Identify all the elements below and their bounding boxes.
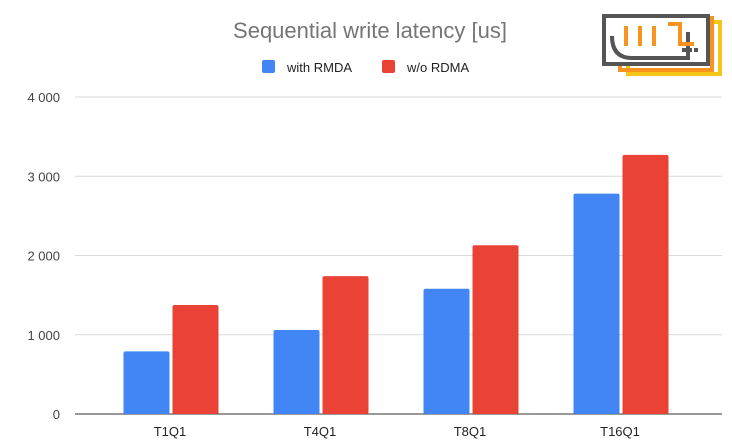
chart-title: Sequential write latency [us] — [233, 18, 507, 43]
y-tick-label: 3 000 — [27, 169, 60, 184]
x-tick-label: T1Q1 — [154, 424, 187, 439]
y-tick-label: 2 000 — [27, 249, 60, 264]
x-axis-labels: T1Q1 T4Q1 T8Q1 T16Q1 — [154, 424, 640, 439]
x-tick-label: T8Q1 — [454, 424, 487, 439]
bar-T16Q1-with-rdma — [573, 193, 620, 414]
x-tick-label: T4Q1 — [304, 424, 337, 439]
y-tick-label: 0 — [53, 407, 60, 422]
y-tick-label: 1 000 — [27, 328, 60, 343]
legend: with RMDA w/o RDMA — [262, 60, 469, 75]
legend-label: w/o RDMA — [406, 60, 469, 75]
bar-T4Q1-with-rdma — [273, 329, 320, 414]
bar-T8Q1-without-rdma — [472, 245, 519, 414]
legend-swatch — [262, 60, 275, 73]
bar-T4Q1-without-rdma — [322, 276, 369, 414]
bar-T8Q1-with-rdma — [423, 288, 470, 414]
bar-T1Q1-with-rdma — [123, 351, 170, 414]
x-tick-label: T16Q1 — [600, 424, 640, 439]
logo-watermark — [602, 14, 722, 76]
bar-T1Q1-without-rdma — [172, 305, 219, 414]
bar-T16Q1-without-rdma — [622, 154, 669, 415]
bars — [123, 154, 669, 415]
legend-swatch — [382, 60, 395, 73]
y-tick-label: 4 000 — [27, 90, 60, 105]
legend-label: with RMDA — [286, 60, 352, 75]
